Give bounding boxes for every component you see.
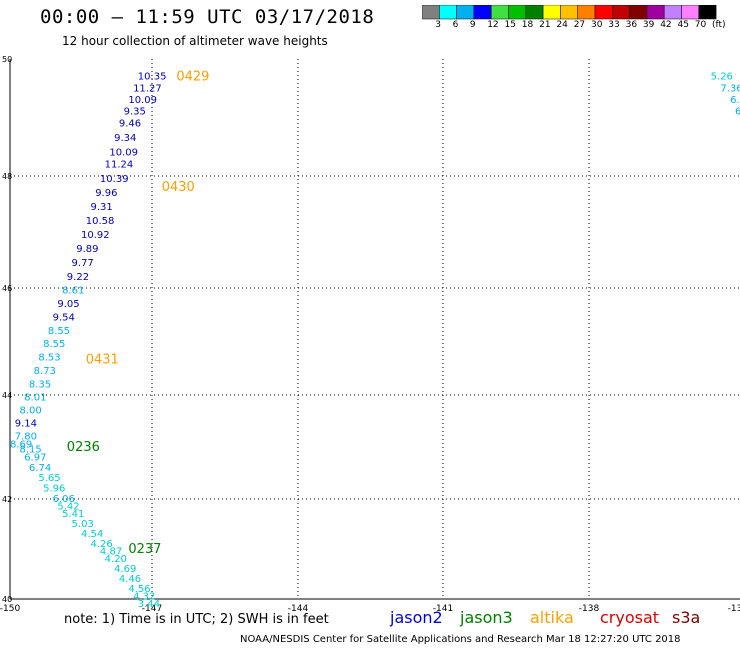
wave-height-value: 6.97: [24, 452, 46, 463]
wave-height-value: 10.39: [100, 174, 129, 185]
wave-height-value: 10.35: [138, 72, 167, 83]
wave-height-value: 4.32: [133, 592, 155, 603]
satellite-name-cryosat: cryosat: [600, 608, 660, 627]
wave-height-value: 5.42: [57, 502, 79, 513]
legend-label: 18: [521, 20, 534, 30]
satellite-name-jason2: jason2: [390, 608, 443, 627]
track-time-label: 0237: [128, 542, 161, 557]
wave-height-value: 9.05: [57, 299, 79, 310]
wave-height-value: 5.65: [38, 473, 60, 484]
satellite-name-altika: altika: [530, 608, 574, 627]
wave-height-value: 10.09: [109, 148, 138, 159]
color-legend: [422, 5, 717, 20]
y-tick-label: 46: [2, 284, 12, 293]
y-tick-label: 50: [2, 55, 12, 64]
wave-height-value: 4.56: [128, 584, 150, 595]
wave-height-value: 5.96: [43, 484, 65, 495]
wave-height-value: 8.35: [29, 379, 51, 390]
wave-height-value: 8.15: [19, 445, 41, 456]
page-subtitle: 12 hour collection of altimeter wave hei…: [62, 34, 328, 48]
legend-label: 70: [694, 20, 707, 30]
x-tick-label: -13: [728, 604, 740, 614]
x-tick-label: -141: [433, 604, 453, 614]
wave-height-value: 3.44: [138, 599, 160, 610]
x-tick-label: -138: [579, 604, 600, 614]
wave-height-value: 4.46: [119, 574, 141, 585]
wave-height-value: 9.77: [72, 258, 94, 269]
wave-height-value: 4.20: [105, 554, 127, 565]
wave-height-value: 6.74: [29, 463, 51, 474]
legend-label: 36: [625, 20, 638, 30]
track-time-label: 0431: [86, 353, 119, 368]
wave-height-value: 5.41: [62, 509, 84, 520]
track-time-label: 0430: [162, 180, 195, 195]
legend-label: 33: [608, 20, 620, 30]
wave-height-value: 4.69: [114, 564, 136, 575]
wave-height-value: 6.: [735, 107, 740, 118]
x-tick-label: -150: [0, 604, 20, 614]
track-time-label: 0429: [176, 70, 209, 85]
wave-height-value: 9.31: [90, 202, 112, 213]
wave-height-value: 9.89: [76, 244, 98, 255]
legend-label: 6: [452, 20, 459, 30]
note-text: note: 1) Time is in UTC; 2) SWH is in fe…: [64, 612, 329, 627]
y-tick-label: 44: [2, 391, 12, 400]
legend-label: 9: [469, 20, 476, 30]
legend-label: 27: [573, 20, 586, 30]
legend-swatch: [698, 5, 717, 20]
wave-height-value: 4.87: [100, 547, 122, 558]
legend-label: 12: [487, 20, 499, 30]
wave-height-value: 8.69: [10, 439, 32, 450]
wave-height-value: 6.7: [730, 95, 740, 106]
satellite-name-s3a: s3a: [672, 608, 701, 627]
wave-height-value: 8.61: [62, 286, 84, 297]
wave-height-value: 4.54: [81, 529, 103, 540]
legend-label: 21: [539, 20, 551, 30]
y-tick-label: 48: [2, 172, 12, 181]
wave-height-value: 10.58: [86, 216, 115, 227]
x-tick-label: -144: [288, 604, 309, 614]
wave-height-value: 5.26: [711, 72, 733, 83]
color-legend-labels: 3 6 9 12 15 18 21 24 27 30 33 36 39 42 45 70 (ft): [422, 20, 740, 34]
wave-height-value: 7.80: [15, 432, 37, 443]
legend-label: 42: [660, 20, 672, 30]
legend-label: 30: [591, 20, 603, 30]
wave-height-value: 10.92: [81, 230, 110, 241]
wave-height-value: 8.01: [24, 393, 46, 404]
wave-height-value: 9.14: [15, 419, 37, 430]
track-time-label: 0236: [67, 440, 100, 455]
y-tick-label: 40: [2, 595, 12, 604]
wave-height-value: 9.54: [53, 312, 75, 323]
footer-credit: NOAA/NESDIS Center for Satellite Applica…: [240, 634, 681, 645]
wave-height-value: 7.36: [720, 83, 740, 94]
wave-height-value: 9.96: [95, 188, 117, 199]
wave-height-value: 9.22: [67, 272, 89, 283]
wave-height-value: 8.55: [48, 326, 70, 337]
wave-height-value: 4.26: [90, 539, 112, 550]
wave-height-value: 11.27: [133, 83, 162, 94]
legend-label: 45: [677, 20, 689, 30]
wave-height-value: 11.24: [105, 159, 134, 170]
wave-height-value: 8.53: [38, 353, 60, 364]
wave-height-value: 8.73: [34, 366, 56, 377]
wave-height-value: 9.34: [114, 133, 136, 144]
wave-height-value: 10.09: [128, 95, 157, 106]
wave-height-value: 8.00: [19, 406, 41, 417]
x-tick-label: -147: [142, 604, 162, 614]
wave-height-value: 9.35: [124, 107, 146, 118]
legend-unit: (ft): [712, 20, 726, 30]
wave-height-value: 8.55: [43, 339, 65, 350]
satellite-name-jason3: jason3: [460, 608, 513, 627]
wave-height-value: 5.03: [72, 519, 94, 530]
legend-label: 39: [642, 20, 655, 30]
page-title: 00:00 – 11:59 UTC 03/17/2018: [40, 6, 375, 28]
legend-label: 24: [556, 20, 568, 30]
wave-height-value: 6.06: [53, 494, 75, 505]
y-tick-label: 42: [2, 495, 12, 504]
legend-label: 15: [504, 20, 516, 30]
legend-label: 3: [435, 20, 442, 30]
wave-height-value: 9.46: [119, 118, 141, 129]
